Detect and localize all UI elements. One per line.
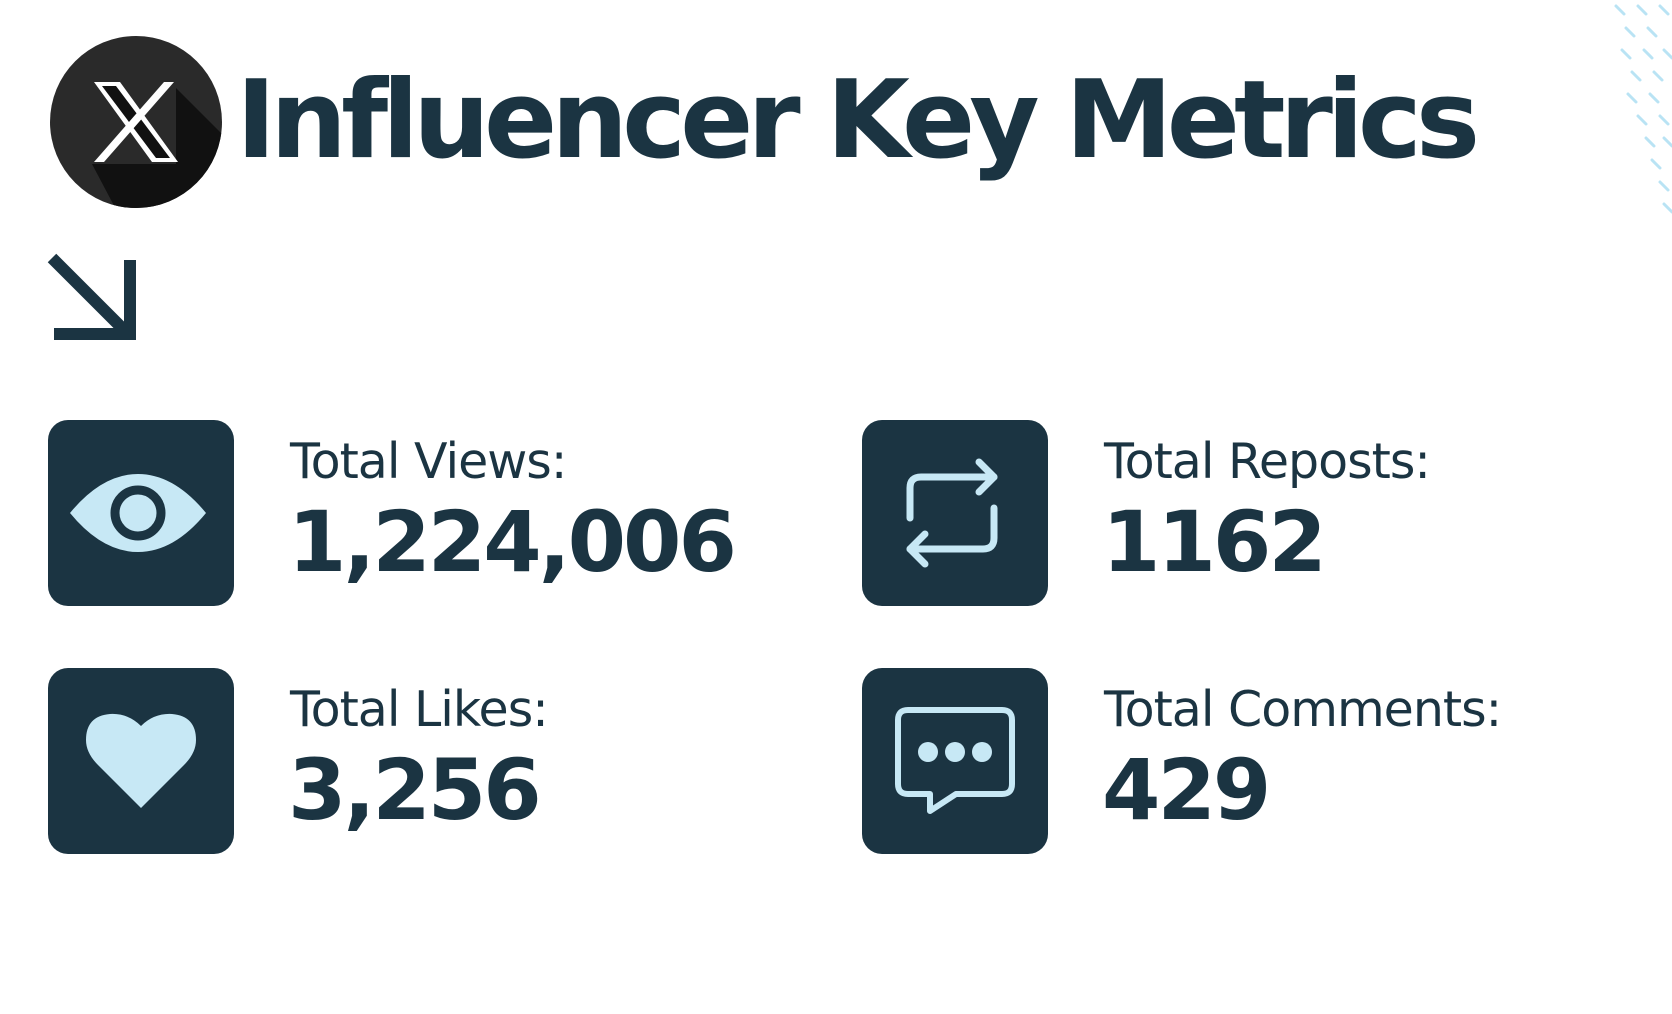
metric-value-comments: 429	[1102, 741, 1271, 839]
heart-icon	[48, 668, 234, 854]
arrow-down-right-icon	[46, 250, 138, 342]
comment-icon	[862, 668, 1048, 854]
metric-label-comments: Total Comments:	[1104, 681, 1502, 738]
metric-label-views: Total Views:	[290, 433, 567, 490]
metric-value-reposts: 1162	[1102, 493, 1327, 591]
metric-label-likes: Total Likes:	[290, 681, 549, 738]
decorative-pattern	[1602, 0, 1672, 220]
page-title: Influencer Key Metrics	[236, 58, 1480, 183]
metric-label-reposts: Total Reposts:	[1104, 433, 1431, 490]
repost-icon	[862, 420, 1048, 606]
metric-value-likes: 3,256	[288, 741, 542, 839]
x-logo-icon	[50, 36, 222, 208]
eye-icon	[48, 420, 234, 606]
metric-value-views: 1,224,006	[288, 493, 737, 591]
